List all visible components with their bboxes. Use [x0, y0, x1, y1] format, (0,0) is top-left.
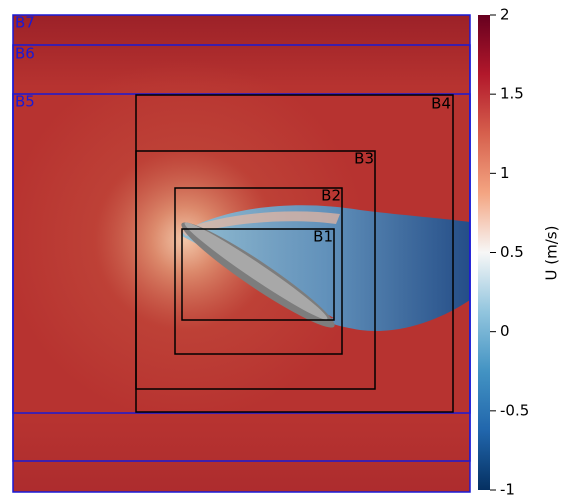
flow-field: [13, 15, 470, 492]
region-box: [135, 150, 376, 390]
colorbar-tick-label: 1: [500, 164, 510, 182]
region-label: B3: [354, 150, 374, 168]
region-label: B2: [321, 187, 341, 205]
colorbar-tick-label: 2: [500, 6, 510, 24]
colorbar-tick-label: 1.5: [500, 85, 524, 103]
region-box: [174, 187, 343, 355]
region-label: B5: [15, 93, 35, 111]
region-label: B7: [15, 14, 35, 32]
colorbar: [478, 15, 490, 490]
colorbar-tick-label: -0.5: [500, 401, 529, 419]
region-label: B1: [313, 228, 333, 246]
colorbar-tick-label: 0.5: [500, 243, 524, 261]
region-box: [181, 228, 335, 321]
region-boxes: B7 B6 B5 B4 B3 B2 B1: [12, 14, 471, 493]
colorbar-label: U (m/s): [543, 226, 561, 281]
colorbar-tick-label: 0: [500, 322, 510, 340]
region-box: [12, 93, 471, 414]
region-label: B6: [15, 45, 35, 63]
colorbar-tick-label: -1: [500, 481, 515, 498]
region-label: B4: [431, 95, 451, 113]
